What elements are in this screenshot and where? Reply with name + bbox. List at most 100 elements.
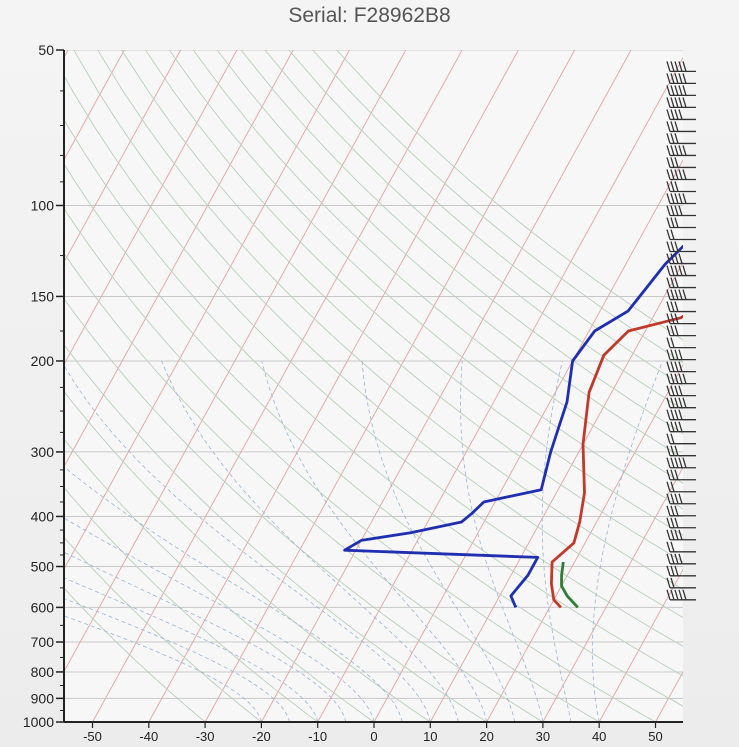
wind-barb-flag [674, 253, 679, 264]
wind-barb-flag [670, 421, 675, 432]
wind-barb-flag [674, 565, 679, 576]
wind-barb-flag [666, 529, 671, 540]
wind-barb-flag [678, 397, 683, 408]
y-tick-label: 500 [31, 559, 55, 575]
wind-barb-flag [670, 265, 675, 276]
wind-barb-flag [666, 445, 671, 456]
wind-barb-flag [666, 73, 671, 84]
wind-barb-flag [666, 85, 671, 96]
wind-barb-flag [670, 229, 675, 240]
wind-barb-flag [674, 385, 679, 396]
wind-barb-flag [674, 325, 679, 336]
wind-barb-flag [674, 373, 679, 384]
wind-barb-flag [666, 253, 671, 264]
wind-barb-flag [674, 421, 679, 432]
wind-barb-flag [666, 109, 671, 120]
wind-barb-flag [666, 541, 671, 552]
wind-barb-flag [670, 589, 675, 601]
y-tick-label: 900 [31, 690, 55, 706]
dry-adiabat [121, 50, 683, 563]
series-line-0 [550, 314, 683, 609]
isotherm-line [598, 568, 683, 722]
wind-barb-flag [682, 589, 687, 601]
dry-adiabat [64, 207, 656, 722]
wind-barb-flag [670, 361, 675, 372]
wind-barb-flag [666, 421, 671, 432]
wind-barb-flag [666, 397, 671, 408]
wind-barb-flag [678, 265, 683, 276]
wind-barb-flag [674, 205, 679, 216]
wind-barb-flag [674, 265, 679, 276]
isotherm-line [373, 159, 683, 722]
wind-barb-flag [678, 97, 683, 108]
wind-barb-flag [674, 457, 679, 468]
wind-barb-flag [682, 397, 687, 408]
wind-barb-flag [674, 289, 679, 300]
wind-barb-flag [678, 529, 683, 540]
wind-barb-flag [682, 73, 687, 84]
dry-adiabat [64, 486, 318, 722]
wind-barb-flag [666, 517, 671, 528]
wind-barb-flag [670, 277, 675, 288]
wind-barb-flag [666, 469, 671, 480]
isotherm-line [64, 50, 407, 673]
wind-barb-flag [666, 241, 671, 252]
wind-barb-flag [670, 493, 675, 504]
wind-barb-flag [678, 145, 683, 156]
y-tick-label: 300 [31, 444, 55, 460]
dry-adiabat [192, 50, 683, 484]
wind-barb-flag [666, 121, 671, 132]
moist-adiabat [64, 517, 375, 722]
moist-adiabat [161, 360, 459, 722]
wind-barb-flag [674, 181, 679, 192]
isotherm-line [92, 50, 463, 722]
wind-barb-flag [666, 97, 671, 108]
wind-barb-flag [674, 493, 679, 504]
isotherm-line [0, 50, 12, 722]
series-line-2 [560, 561, 579, 609]
isotherm-line [64, 50, 238, 366]
isotherm-line [148, 50, 519, 722]
wind-barb-flag [666, 277, 671, 288]
series-layer [343, 244, 683, 609]
wind-barb-flag [674, 169, 679, 180]
isotherm-line [712, 50, 739, 722]
wind-barb-flag [666, 181, 671, 192]
wind-barb-flag [670, 217, 675, 228]
wind-barb-flag [666, 577, 671, 589]
wind-barb-flag [674, 517, 679, 528]
wind-barb-flag [666, 337, 671, 348]
wind-barbs [666, 61, 696, 601]
wind-barb-flag [670, 457, 675, 468]
wind-barb-flag [674, 61, 679, 72]
dry-adiabat [97, 50, 683, 590]
wind-barb-flag [670, 553, 675, 564]
wind-barb-flag [670, 445, 675, 456]
wind-barb-flag [666, 457, 671, 468]
moist-adiabat [64, 364, 431, 722]
dry-adiabat [64, 118, 683, 677]
dry-adiabat [64, 390, 431, 722]
wind-barb-flag [670, 61, 675, 72]
wind-barb-flag [670, 253, 675, 264]
wind-barb-flag [670, 577, 675, 589]
wind-barb-flag [670, 157, 675, 168]
wind-barb-flag [670, 241, 675, 252]
dry-adiabat [64, 587, 206, 722]
moist-adiabat [592, 360, 663, 722]
wind-barb-flag [666, 433, 671, 444]
wind-barb-flag [678, 85, 683, 96]
wind-barb-flag [666, 349, 671, 360]
wind-barb-flag [682, 193, 687, 204]
wind-barb-flag [666, 301, 671, 312]
wind-barb-flag [666, 205, 671, 216]
x-tick-label: -30 [196, 729, 215, 744]
isotherm-line [317, 56, 683, 722]
wind-barb-flag [670, 385, 675, 396]
dry-adiabat [73, 50, 683, 618]
wind-barb-flag [678, 109, 683, 120]
dry-adiabat [64, 297, 544, 722]
wind-barb-flag [666, 373, 671, 384]
wind-barb-flag [666, 325, 671, 336]
x-tick-label: 20 [479, 729, 493, 744]
